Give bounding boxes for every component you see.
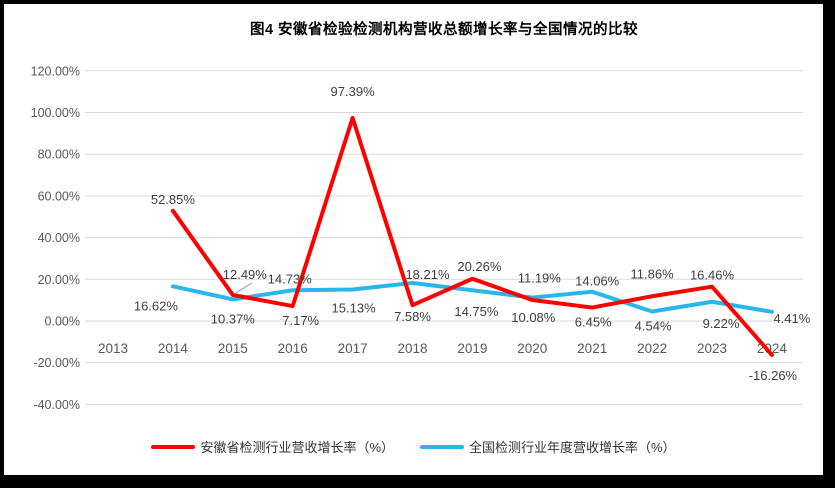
data-label: 10.37%: [211, 311, 256, 326]
data-label: 16.62%: [134, 298, 179, 313]
x-tick-label: 2017: [338, 341, 368, 356]
y-tick-label: 120.00%: [31, 64, 80, 78]
y-tick-label: 60.00%: [38, 189, 80, 203]
x-tick-label: 2020: [517, 341, 547, 356]
y-tick-label: -20.00%: [33, 356, 80, 370]
data-label: 20.26%: [457, 259, 502, 274]
x-tick-label: 2023: [697, 341, 727, 356]
legend-label-national: 全国检测行业年度营收增长率（%）: [469, 440, 676, 455]
chart-title: 图4 安徽省检验检测机构营收总额增长率与全国情况的比较: [249, 22, 639, 38]
data-label: 18.21%: [405, 267, 450, 282]
data-label: 10.08%: [511, 310, 556, 325]
x-tick-label: 2016: [278, 341, 308, 356]
series-line: [170, 115, 774, 357]
y-tick-label: 40.00%: [38, 231, 80, 245]
data-label: 97.39%: [331, 84, 376, 99]
x-tick-label: 2021: [577, 341, 607, 356]
data-label: 11.86%: [631, 266, 675, 281]
data-label: 7.58%: [394, 309, 431, 324]
data-label: 4.54%: [635, 319, 672, 334]
y-tick-label: 100.00%: [31, 106, 80, 120]
x-tick-label: 2018: [397, 341, 427, 356]
x-tick-label: 2014: [158, 341, 189, 356]
data-label: 14.06%: [575, 274, 620, 289]
x-tick-label: 2015: [218, 341, 248, 356]
data-label: 15.13%: [332, 300, 377, 315]
label-leader-line: [235, 282, 253, 294]
chart-canvas: 图4 安徽省检验检测机构营收总额增长率与全国情况的比较 120.00% 100.0…: [4, 4, 823, 475]
legend-label-anhui: 安徽省检测行业营收增长率（%）: [200, 440, 394, 455]
data-label: 7.17%: [282, 313, 319, 328]
data-label: 16.46%: [690, 268, 735, 283]
legend-line-sample-national: [420, 444, 464, 449]
y-tick-label: -40.00%: [33, 398, 80, 412]
x-tick-label: 2013: [98, 341, 128, 356]
data-label: 14.75%: [454, 304, 499, 319]
legend-item-anhui: 安徽省检测行业营收增长率（%）: [151, 437, 394, 456]
legend-item-national: 全国检测行业年度营收增长率（%）: [420, 437, 676, 456]
data-label: 52.85%: [151, 192, 196, 207]
data-label: 12.49%: [223, 267, 268, 282]
data-label: 4.41%: [773, 311, 810, 326]
y-tick-label: 20.00%: [38, 273, 80, 287]
data-label: 6.45%: [575, 315, 612, 330]
legend-line-sample-anhui: [151, 444, 196, 449]
x-tick-label: 2022: [637, 341, 667, 356]
line-chart: 120.00% 100.00% 80.00% 60.00% 40.00% 20.00% 0.…: [31, 64, 811, 412]
y-tick-label: 80.00%: [38, 148, 80, 162]
chart-legend: 安徽省检测行业营收增长率（%） 全国检测行业年度营收增长率（%）: [4, 437, 823, 456]
data-label: 9.22%: [703, 316, 740, 331]
data-label: -16.26%: [749, 368, 798, 383]
series-line: [170, 281, 774, 314]
y-tick-label: 0.00%: [45, 315, 80, 329]
data-label: 11.19%: [518, 271, 562, 286]
data-label: 14.73%: [268, 271, 313, 286]
x-tick-label: 2019: [457, 341, 487, 356]
